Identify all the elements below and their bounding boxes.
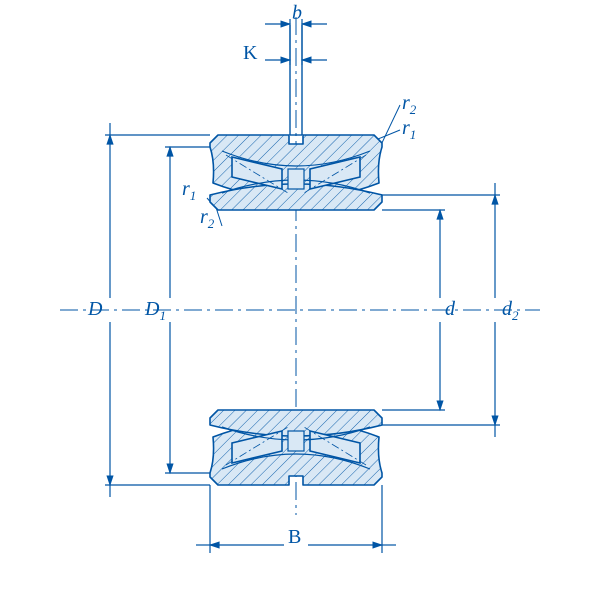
label-r2-top: r2: [402, 92, 416, 118]
label-D1: D1: [145, 298, 166, 324]
label-D: D: [88, 298, 102, 321]
label-B: B: [288, 526, 301, 549]
label-r1-left: r1: [182, 178, 196, 204]
label-r1-top: r1: [402, 117, 416, 143]
label-b: b: [292, 2, 302, 25]
label-r2-left: r2: [200, 206, 214, 232]
label-d2: d2: [502, 298, 519, 324]
label-d: d: [445, 298, 455, 321]
label-K: K: [243, 42, 257, 65]
